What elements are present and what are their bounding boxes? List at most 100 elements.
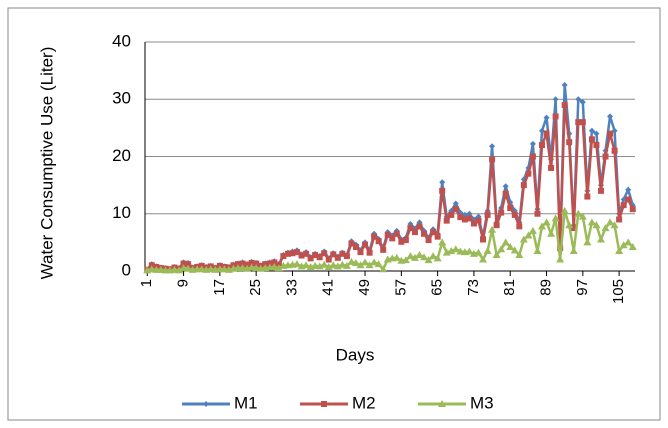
data-point [416,223,423,230]
data-point [433,254,442,262]
data-point [537,222,546,230]
data-point [292,260,301,268]
data-point [244,261,251,268]
data-point [538,142,545,149]
data-point [452,200,459,207]
data-point [448,211,455,218]
data-point [402,237,409,244]
data-point [561,101,568,108]
data-point [616,216,623,223]
y-tick-label: 30 [112,89,131,108]
data-point [424,256,433,264]
data-point [570,225,577,232]
data-point [588,127,595,134]
data-point [320,260,329,268]
data-point [312,251,319,258]
data-point [625,186,632,193]
data-point [329,261,338,269]
x-tick-label: 49 [356,279,373,296]
y-tick-label: 20 [112,146,131,165]
data-point [475,217,482,224]
x-tick-label: 33 [283,279,300,296]
data-point [575,96,582,103]
data-point [502,183,509,190]
data-point [266,260,273,267]
data-point [552,96,559,103]
y-axis-title: Water Consumptive Use (Liter) [37,47,56,280]
data-point [184,264,193,272]
data-point [361,258,370,266]
data-point [407,225,414,232]
data-point [489,143,496,150]
x-tick-label: 9 [175,279,192,287]
data-point [262,261,269,268]
legend-label: M2 [352,393,376,412]
data-point [411,229,418,236]
data-point [461,216,468,223]
data-point [410,253,419,261]
data-point [366,249,373,256]
data-point [321,250,328,257]
data-point [583,238,592,246]
data-point [607,130,614,137]
data-point [339,250,346,257]
data-point [587,218,596,226]
data-point [420,253,429,261]
legend-marker [438,400,446,407]
data-point [406,252,415,260]
data-point [569,246,578,254]
data-point [356,261,365,269]
data-point [175,266,184,274]
data-point [611,147,618,154]
data-point [578,212,587,220]
data-point [365,261,374,269]
data-point [430,229,437,236]
data-point [480,236,487,243]
data-point [438,238,447,246]
data-point [298,252,305,259]
data-point [375,238,382,245]
data-point [479,255,488,263]
data-point [443,217,450,224]
data-point [611,127,618,134]
data-point [525,170,532,177]
data-point [484,211,491,218]
x-tick-label: 65 [429,279,446,296]
data-point [515,250,524,258]
data-point [415,250,424,258]
chart-border [7,7,661,421]
data-point [593,142,600,149]
data-point [624,238,633,246]
data-point [529,153,536,160]
data-point [274,264,283,272]
x-tick-label: 57 [392,279,409,296]
data-point [289,250,296,257]
data-point [401,256,410,264]
y-tick-label: 0 [122,260,131,279]
data-point [239,260,246,267]
data-point [498,209,505,216]
data-point [601,224,610,232]
legend-marker [321,401,327,407]
data-point [325,256,332,263]
data-point [610,221,619,229]
data-point [398,238,405,245]
data-point [452,206,459,213]
x-tick-label: 41 [320,279,337,296]
data-point [551,214,560,222]
data-point [357,249,364,256]
data-point [510,246,519,254]
x-tick-label: 81 [501,279,518,296]
data-point [384,231,391,238]
data-point [185,261,192,268]
data-point [507,205,514,212]
data-point [351,258,360,266]
data-point [520,182,527,189]
data-point [516,223,523,230]
data-point [574,209,583,217]
data-point [466,215,473,222]
data-point [362,241,369,248]
data-point [284,250,291,257]
data-point [474,248,483,256]
